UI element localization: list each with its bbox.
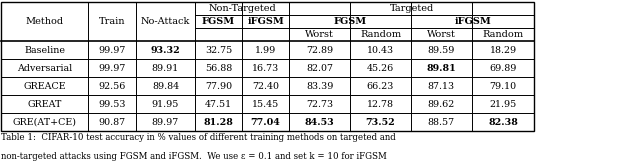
Text: Train: Train — [99, 17, 125, 26]
Text: 91.95: 91.95 — [152, 100, 179, 109]
Text: 12.78: 12.78 — [367, 100, 394, 109]
Text: No-Attack: No-Attack — [141, 17, 190, 26]
Text: 89.62: 89.62 — [428, 100, 455, 109]
Text: 18.29: 18.29 — [490, 46, 516, 55]
Text: Worst: Worst — [305, 30, 334, 39]
Text: Non-Targeted: Non-Targeted — [209, 4, 276, 13]
Text: FGSM: FGSM — [333, 17, 367, 26]
Text: 72.73: 72.73 — [306, 100, 333, 109]
Text: 89.81: 89.81 — [426, 64, 456, 73]
Text: 10.43: 10.43 — [367, 46, 394, 55]
Text: 88.57: 88.57 — [428, 118, 455, 127]
Text: 90.87: 90.87 — [99, 118, 125, 127]
Text: 72.89: 72.89 — [306, 46, 333, 55]
Text: 47.51: 47.51 — [205, 100, 232, 109]
Text: Baseline: Baseline — [24, 46, 65, 55]
Text: 77.04: 77.04 — [251, 118, 280, 127]
Text: GREACE: GREACE — [24, 82, 66, 91]
Text: 93.32: 93.32 — [150, 46, 180, 55]
Text: 72.40: 72.40 — [252, 82, 279, 91]
Text: 87.13: 87.13 — [428, 82, 455, 91]
Text: 83.39: 83.39 — [306, 82, 333, 91]
Text: 82.07: 82.07 — [306, 64, 333, 73]
Text: FGSM: FGSM — [202, 17, 235, 26]
Text: iFGSM: iFGSM — [454, 17, 491, 26]
Text: 15.45: 15.45 — [252, 100, 279, 109]
Text: 1.99: 1.99 — [255, 46, 276, 55]
Text: 89.91: 89.91 — [152, 64, 179, 73]
Text: 32.75: 32.75 — [205, 46, 232, 55]
Text: Method: Method — [26, 17, 64, 26]
Text: 69.89: 69.89 — [490, 64, 516, 73]
Text: 84.53: 84.53 — [305, 118, 335, 127]
Text: Adversarial: Adversarial — [17, 64, 72, 73]
Text: 82.38: 82.38 — [488, 118, 518, 127]
Text: Random: Random — [483, 30, 524, 39]
Text: Worst: Worst — [427, 30, 456, 39]
Text: 89.97: 89.97 — [152, 118, 179, 127]
Text: 89.59: 89.59 — [428, 46, 455, 55]
Bar — [1, 2, 534, 131]
Text: Targeted: Targeted — [390, 4, 434, 13]
Text: 66.23: 66.23 — [367, 82, 394, 91]
Text: 56.88: 56.88 — [205, 64, 232, 73]
Text: 81.28: 81.28 — [204, 118, 234, 127]
Text: Table 1:  CIFAR-10 test accuracy in % values of different training methods on ta: Table 1: CIFAR-10 test accuracy in % val… — [1, 133, 396, 142]
Text: iFGSM: iFGSM — [247, 17, 284, 26]
Text: GREAT: GREAT — [28, 100, 62, 109]
Text: 92.56: 92.56 — [99, 82, 125, 91]
Text: 79.10: 79.10 — [490, 82, 516, 91]
Text: 99.97: 99.97 — [99, 46, 125, 55]
Text: Random: Random — [360, 30, 401, 39]
Text: 99.97: 99.97 — [99, 64, 125, 73]
Text: 73.52: 73.52 — [365, 118, 396, 127]
Text: GRE(AT+CE): GRE(AT+CE) — [13, 118, 77, 127]
Text: 45.26: 45.26 — [367, 64, 394, 73]
Text: 16.73: 16.73 — [252, 64, 279, 73]
Text: 21.95: 21.95 — [490, 100, 516, 109]
Text: 99.53: 99.53 — [99, 100, 125, 109]
Text: 77.90: 77.90 — [205, 82, 232, 91]
Text: 89.84: 89.84 — [152, 82, 179, 91]
Text: non-targeted attacks using FGSM and iFGSM.  We use ε = 0.1 and set k = 10 for iF: non-targeted attacks using FGSM and iFGS… — [1, 152, 387, 161]
